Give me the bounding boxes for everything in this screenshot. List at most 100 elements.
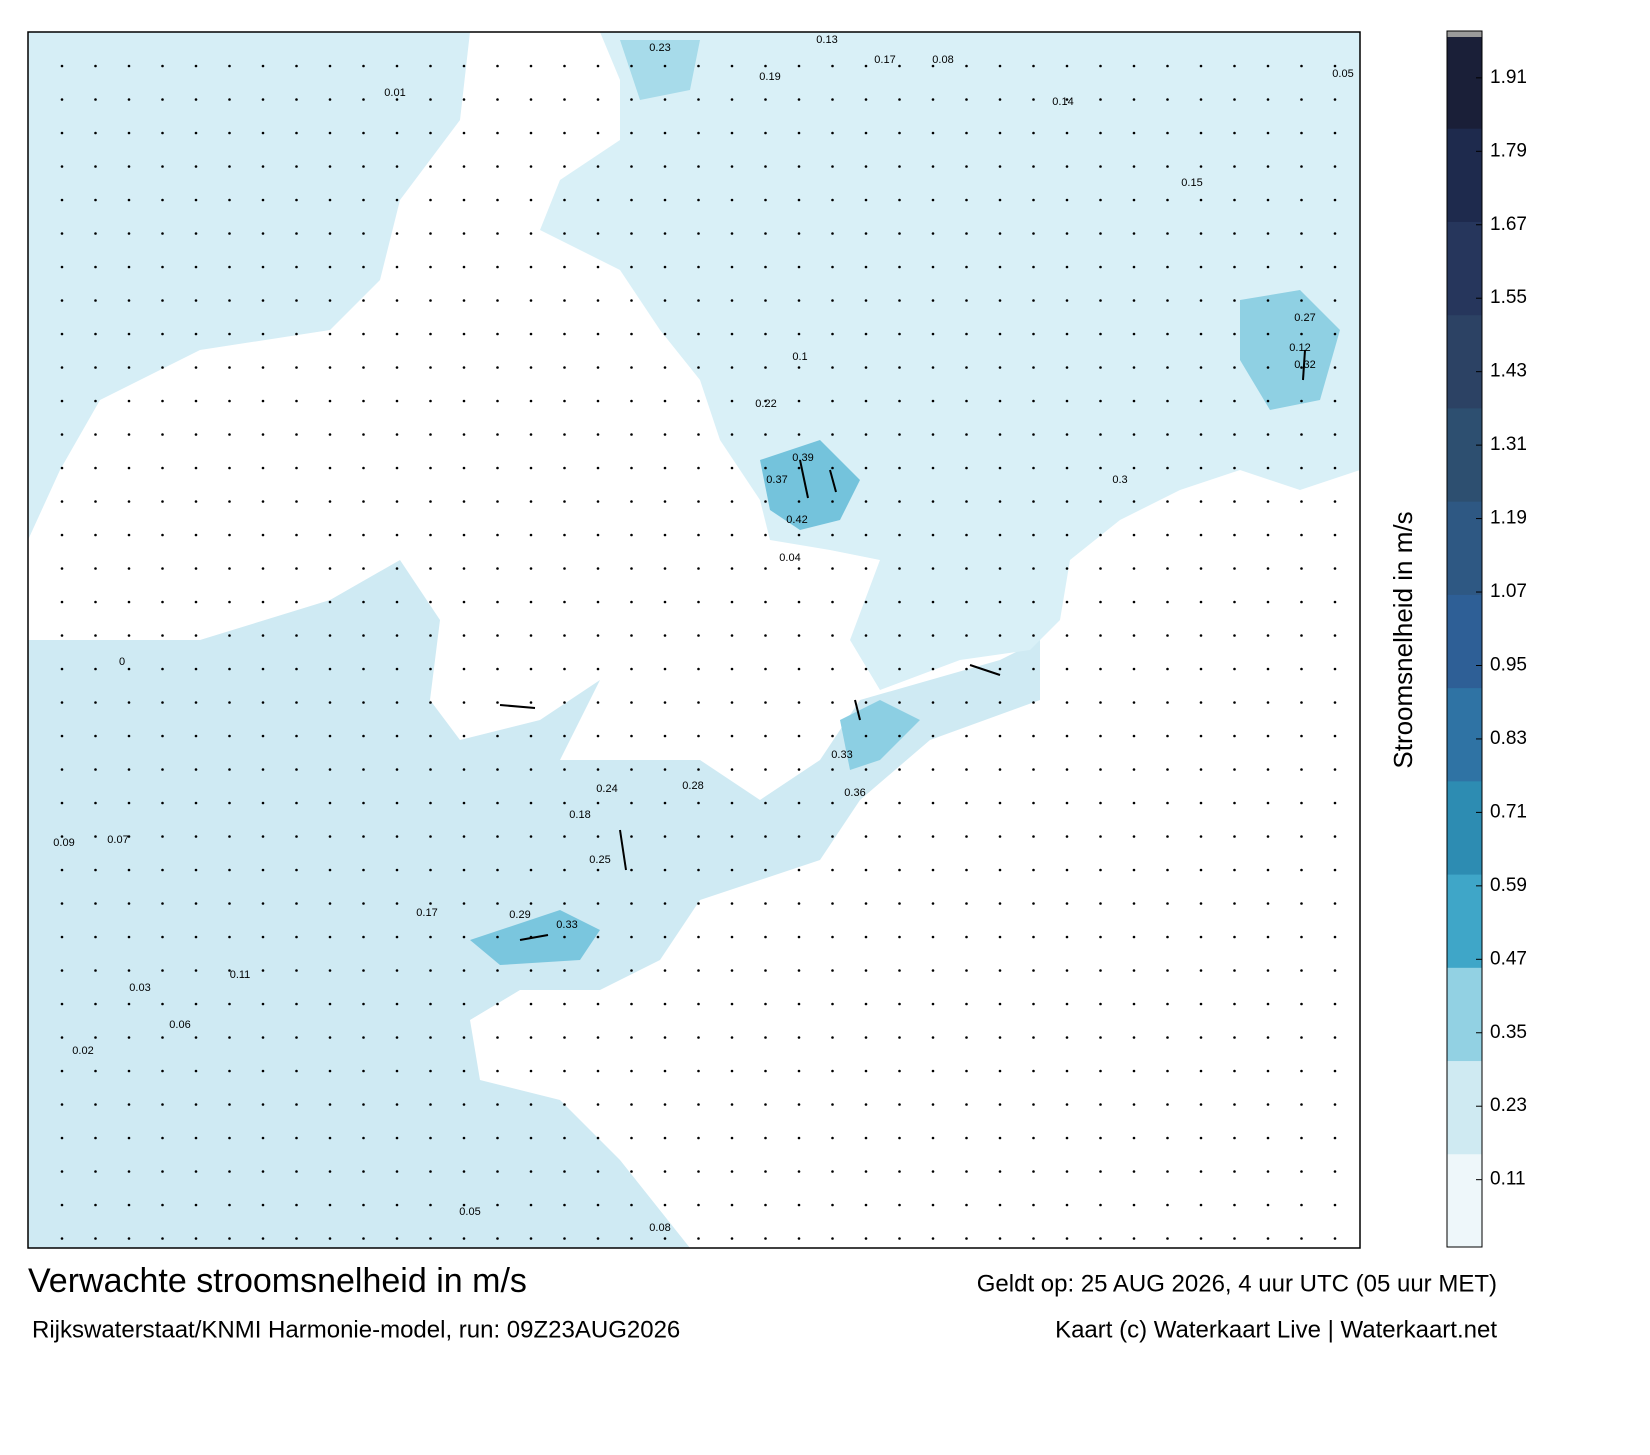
vector-dot — [1166, 734, 1169, 738]
vector-dot — [328, 935, 332, 939]
vector-dot — [1233, 935, 1236, 939]
vector-dot — [228, 399, 231, 403]
vector-dot — [228, 265, 231, 269]
vector-dot — [663, 131, 667, 135]
vector-dot — [998, 801, 1002, 805]
vector-dot — [395, 567, 399, 570]
vector-dot — [931, 835, 935, 838]
vector-dot — [94, 1237, 97, 1240]
vector-dot — [831, 232, 834, 235]
vector-dot — [596, 332, 600, 336]
vector-dot — [831, 969, 834, 972]
speed-label: 0.3 — [1112, 474, 1127, 486]
vector-dot — [1300, 835, 1303, 838]
vector-dot — [764, 1136, 767, 1140]
vector-dot — [429, 198, 432, 202]
vector-dot — [1199, 667, 1203, 671]
current-arrow — [799, 459, 809, 499]
vector-dot — [1333, 64, 1337, 68]
vector-dot — [194, 1103, 198, 1106]
vector-dot — [1266, 533, 1270, 537]
vector-dot — [295, 768, 298, 771]
vector-dot — [1199, 165, 1203, 168]
vector-dot — [596, 801, 600, 805]
vector-dot — [94, 969, 97, 972]
vector-dot — [1132, 768, 1136, 771]
vector-dot — [1132, 835, 1136, 838]
vector-dot — [328, 1069, 332, 1073]
vector-dot — [931, 935, 935, 939]
vector-dot — [563, 466, 566, 470]
vector-dot — [1032, 734, 1035, 738]
vector-dot — [529, 667, 533, 671]
vector-dot — [797, 466, 801, 470]
vector-dot — [328, 734, 332, 738]
vector-dot — [797, 801, 801, 805]
vector-dot — [596, 1136, 600, 1140]
vector-dot — [1099, 399, 1102, 403]
vector-dot — [864, 198, 868, 202]
vector-dot — [697, 1170, 700, 1173]
vector-dot — [730, 165, 734, 168]
vector-dot — [1233, 198, 1236, 202]
vector-dot — [965, 801, 968, 805]
vector-dot — [295, 902, 298, 905]
vector-dot — [228, 232, 231, 235]
vector-dot — [697, 366, 700, 369]
vector-dot — [864, 466, 868, 470]
vector-dot — [1065, 969, 1069, 972]
vector-dot — [1065, 1136, 1069, 1140]
vector-dot — [998, 935, 1002, 939]
vector-dot — [663, 1069, 667, 1073]
vector-dot — [261, 1136, 265, 1140]
vector-dot — [261, 466, 265, 470]
vector-dot — [1065, 600, 1069, 604]
vector-dot — [596, 1069, 600, 1073]
channel-deep — [1240, 290, 1340, 410]
vector-dot — [730, 1136, 734, 1140]
vector-dot — [1065, 1170, 1069, 1173]
vector-dot — [529, 332, 533, 336]
vector-dot — [161, 299, 164, 302]
vector-dot — [127, 1103, 131, 1106]
vector-dot — [328, 768, 332, 771]
vector-dot — [228, 801, 231, 805]
vector-dot — [295, 265, 298, 269]
vector-dot — [730, 366, 734, 369]
vector-dot — [1166, 98, 1169, 101]
vector-dot — [697, 600, 700, 604]
vector-dot — [998, 1170, 1002, 1173]
vector-dot — [194, 98, 198, 101]
vector-dot — [797, 600, 801, 604]
colorbar-tick-label: 1.07 — [1490, 581, 1527, 602]
vector-dot — [1099, 868, 1102, 872]
vector-dot — [764, 801, 767, 805]
vector-dot — [1266, 433, 1270, 436]
vector-dot — [630, 1036, 633, 1039]
vector-dot — [596, 902, 600, 905]
vector-dot — [898, 1203, 901, 1207]
vector-dot — [127, 232, 131, 235]
vector-dot — [1266, 768, 1270, 771]
vector-dot — [295, 667, 298, 671]
vector-dot — [1065, 433, 1069, 436]
vector-dot — [161, 500, 164, 503]
vector-dot — [228, 734, 231, 738]
colorbar-band — [1447, 967, 1482, 1062]
vector-dot — [1166, 701, 1169, 704]
vector-dot — [1300, 768, 1303, 771]
vector-dot — [965, 466, 968, 470]
vector-dot — [295, 600, 298, 604]
vector-dot — [563, 500, 566, 503]
vector-dot — [965, 165, 968, 168]
vector-dot — [697, 835, 700, 838]
vector-dot — [194, 1203, 198, 1207]
vector-dot — [1032, 902, 1035, 905]
vector-dot — [529, 1170, 533, 1173]
vector-dot — [1099, 667, 1102, 671]
vector-dot — [462, 935, 466, 939]
vector-dot — [94, 332, 97, 336]
vector-dot — [60, 701, 64, 704]
vector-dot — [764, 1237, 767, 1240]
vector-dot — [663, 701, 667, 704]
